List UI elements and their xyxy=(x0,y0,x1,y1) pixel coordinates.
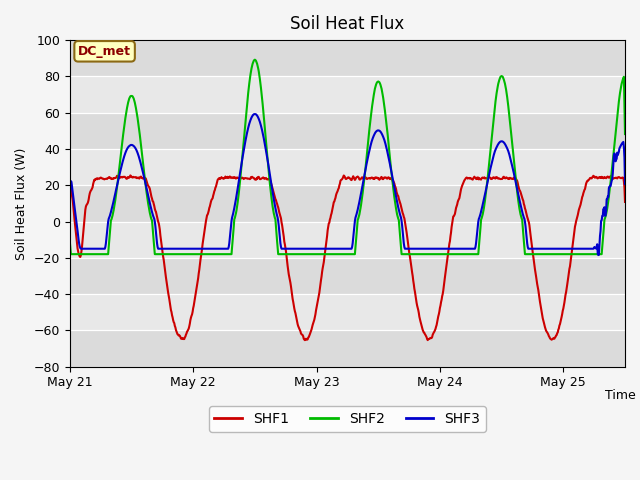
SHF1 xyxy=(312,312,319,317)
SHF2 xyxy=(510,158,518,164)
SHF1 xyxy=(291,308,299,314)
SHF3 xyxy=(311,246,319,252)
Bar xyxy=(70,185,625,221)
SHF2 xyxy=(448,252,456,257)
SHF2 xyxy=(67,252,75,257)
SHF1 xyxy=(500,174,508,180)
Bar xyxy=(70,330,625,367)
SHF3 xyxy=(509,168,517,174)
Bar xyxy=(70,113,625,149)
SHF1 xyxy=(301,337,308,343)
SHF2 xyxy=(621,131,629,137)
Bar xyxy=(70,40,625,76)
Line: SHF1: SHF1 xyxy=(70,175,625,340)
SHF1 xyxy=(621,199,629,205)
SHF1 xyxy=(66,202,74,207)
SHF3 xyxy=(123,147,131,153)
Legend: SHF1, SHF2, SHF3: SHF1, SHF2, SHF3 xyxy=(209,407,486,432)
SHF2 xyxy=(251,57,259,62)
SHF1 xyxy=(510,175,518,181)
SHF3 xyxy=(448,246,456,252)
SHF2 xyxy=(500,77,508,83)
Text: DC_met: DC_met xyxy=(78,45,131,58)
Title: Soil Heat Flux: Soil Heat Flux xyxy=(291,15,404,33)
SHF3 xyxy=(621,181,629,187)
SHF2 xyxy=(66,238,74,244)
Bar xyxy=(70,258,625,294)
SHF2 xyxy=(123,105,131,111)
SHF3 xyxy=(250,111,258,117)
SHF3 xyxy=(291,246,299,252)
SHF3 xyxy=(66,196,74,202)
Line: SHF2: SHF2 xyxy=(70,60,625,254)
SHF1 xyxy=(448,221,456,227)
X-axis label: Time: Time xyxy=(605,389,636,403)
Y-axis label: Soil Heat Flux (W): Soil Heat Flux (W) xyxy=(15,147,28,260)
SHF2 xyxy=(292,252,300,257)
SHF1 xyxy=(127,172,134,178)
SHF3 xyxy=(499,139,507,145)
Line: SHF3: SHF3 xyxy=(70,114,625,255)
SHF3 xyxy=(595,252,602,258)
SHF1 xyxy=(123,176,131,181)
SHF2 xyxy=(312,252,319,257)
